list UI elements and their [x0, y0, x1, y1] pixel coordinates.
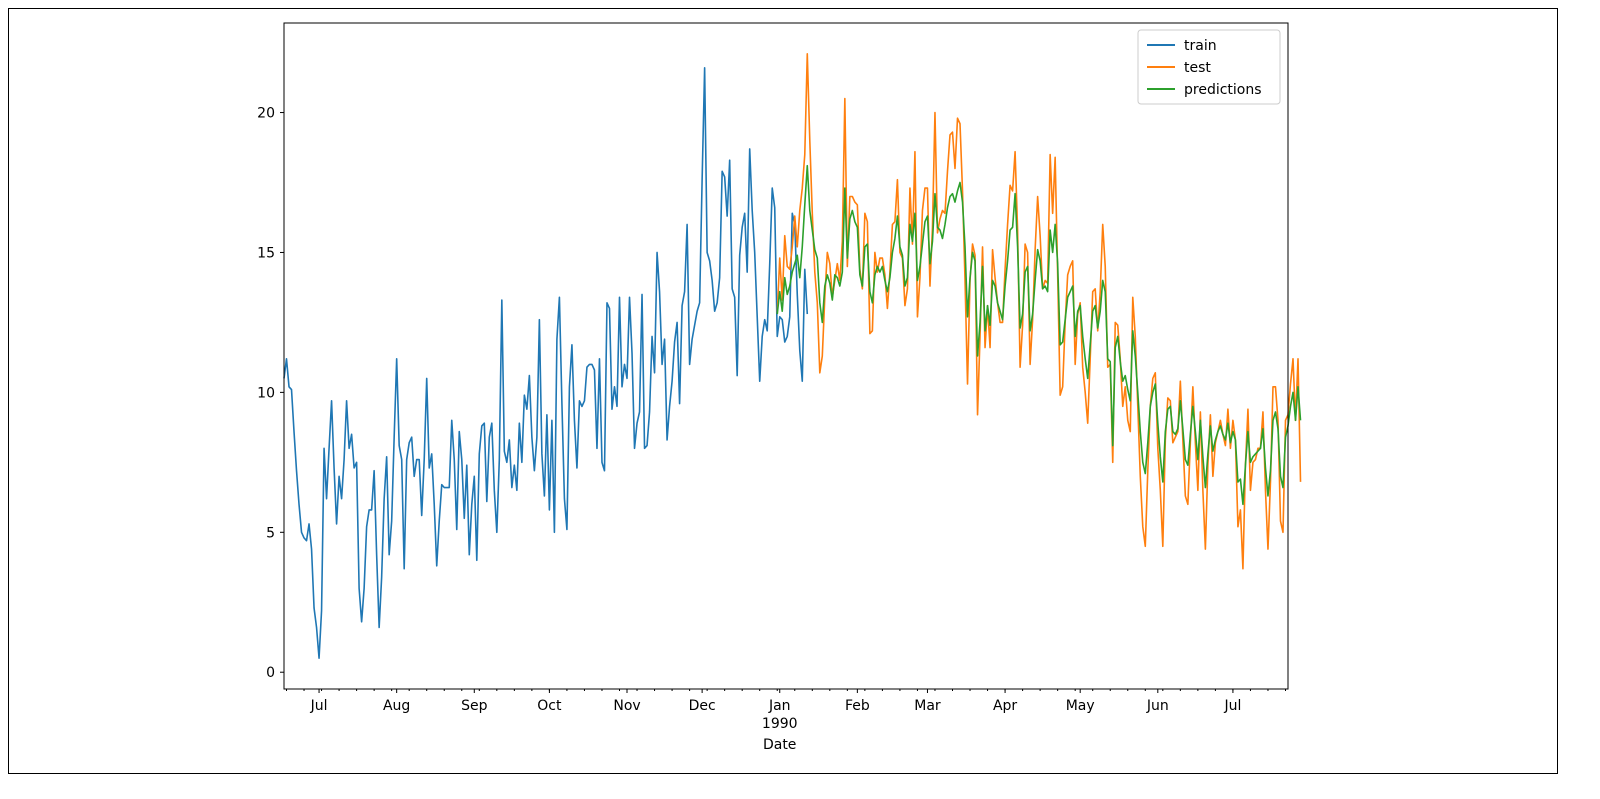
x-tick-label: Apr — [993, 698, 1017, 714]
legend: train test predictions — [1137, 29, 1281, 105]
figure-frame: 0 5 10 15 20 Jul Aug Sep Oct Nov Dec Jan 1990 Feb Mar… — [8, 8, 1558, 774]
y-tick-label: 20 — [257, 106, 275, 122]
series-line-train — [283, 66, 809, 660]
y-axis: 0 5 10 15 20 — [257, 106, 284, 681]
series-line-predictions — [776, 164, 1302, 506]
x-tick-label: Sep — [461, 698, 488, 714]
legend-box — [1137, 29, 1281, 105]
y-tick-label: 5 — [266, 525, 275, 541]
x-tick-label: Mar — [914, 698, 941, 714]
y-tick-label: 0 — [266, 665, 275, 681]
x-tick-label: May — [1066, 698, 1095, 714]
x-tick-label: Dec — [689, 698, 716, 714]
x-tick-year-label: 1990 — [762, 716, 798, 732]
x-axis-label: Date — [763, 737, 796, 753]
legend-label-test: test — [1184, 60, 1211, 76]
x-tick-label: Jul — [1223, 698, 1241, 714]
legend-label-predictions: predictions — [1184, 82, 1262, 98]
x-axis: Jul Aug Sep Oct Nov Dec Jan 1990 Feb Mar Apr May Jun… — [286, 689, 1286, 732]
x-tick-label: Jul — [310, 698, 328, 714]
line-chart: 0 5 10 15 20 Jul Aug Sep Oct Nov Dec Jan 1990 Feb Mar… — [257, 22, 1302, 753]
y-tick-label: 15 — [257, 245, 275, 261]
legend-label-train: train — [1184, 38, 1217, 54]
axes-frame — [283, 22, 1289, 690]
plot-lines — [283, 52, 1302, 660]
x-tick-label: Aug — [383, 698, 410, 714]
x-tick-label: Jun — [1146, 698, 1169, 714]
series-line-test — [776, 52, 1302, 570]
x-tick-label: Feb — [845, 698, 870, 714]
y-tick-label: 10 — [257, 385, 275, 401]
x-tick-label: Jan — [768, 698, 791, 714]
x-tick-label: Oct — [537, 698, 562, 714]
x-tick-label: Nov — [613, 698, 640, 714]
